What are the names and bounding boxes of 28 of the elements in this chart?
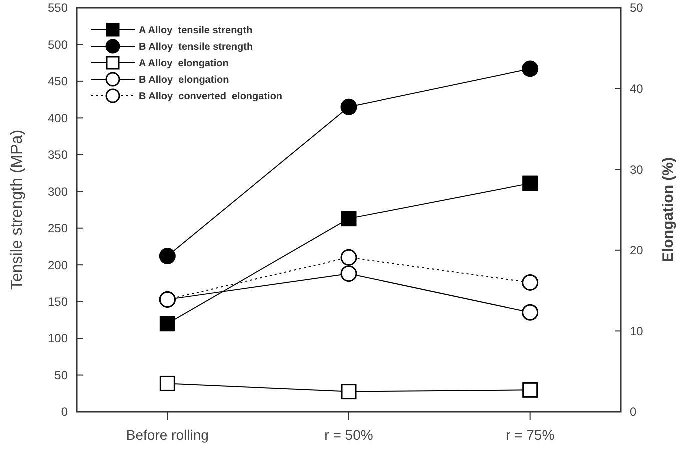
y-tick-label: 450 <box>48 74 68 89</box>
x-tick-label: r = 75% <box>506 427 555 443</box>
y-tick-label: 350 <box>48 148 68 162</box>
y2-axis-title: Elongation (%) <box>660 158 677 262</box>
y-tick-label: 300 <box>48 184 68 199</box>
y-axis-title: Tensile strength (MPa) <box>9 130 26 290</box>
y-tick-label: 0 <box>61 405 68 420</box>
y-tick-label: 550 <box>48 1 68 16</box>
x-tick-label: Before rolling <box>126 427 209 443</box>
y2-tick-label: 10 <box>630 324 644 338</box>
y-tick-label: 500 <box>48 38 68 52</box>
y-tick-label: 250 <box>48 222 68 236</box>
y-tick-label: 150 <box>48 295 68 310</box>
y-tick-label: 100 <box>48 332 68 346</box>
y2-tick-label: 30 <box>630 162 644 177</box>
y-tick-label: 400 <box>48 111 68 126</box>
y-tick-label: 50 <box>54 368 68 382</box>
legend-label: B Alloy elongation <box>139 75 230 86</box>
y-tick-label: 200 <box>48 258 68 272</box>
legend-label: A Alloy tensile strength <box>139 26 253 36</box>
legend-label: B Alloy converted elongation <box>139 92 283 102</box>
legend-label: B Alloy tensile strength <box>139 42 254 53</box>
y2-tick-label: 0 <box>630 405 637 420</box>
y2-tick-label: 20 <box>630 244 644 258</box>
legend-label: A Alloy elongation <box>139 58 229 70</box>
y2-tick-label: 50 <box>630 1 644 16</box>
x-tick-label: r = 50% <box>324 427 374 443</box>
y2-tick-label: 40 <box>630 82 644 96</box>
